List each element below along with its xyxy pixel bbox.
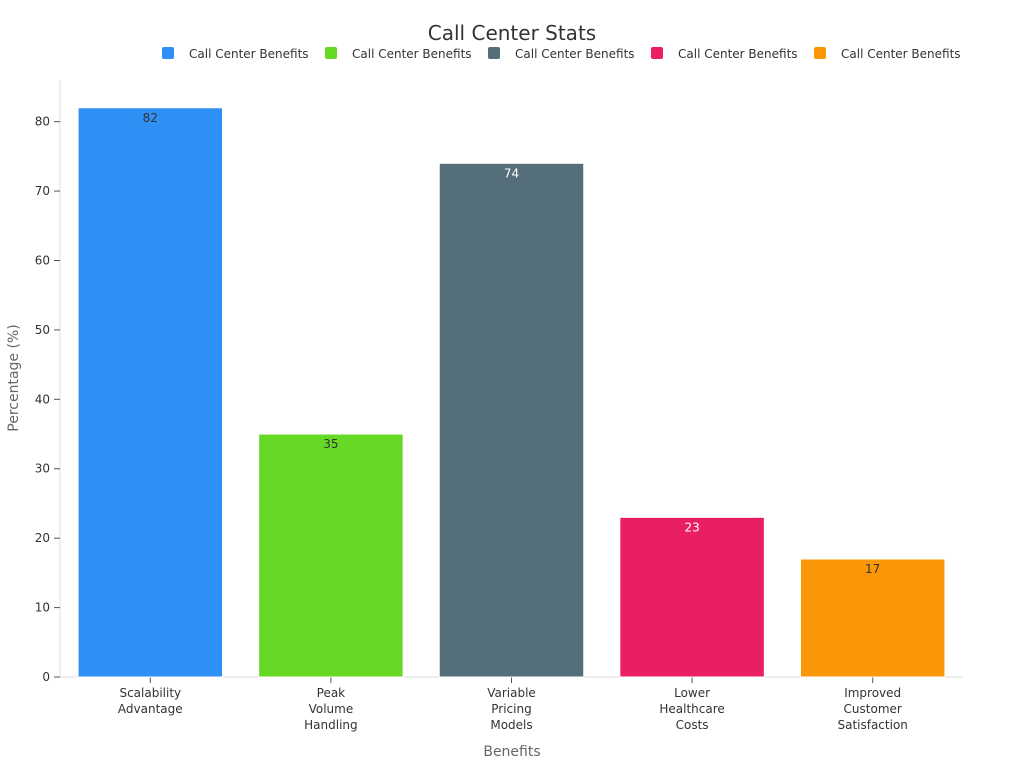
bar[interactable] <box>619 516 765 678</box>
x-tick-label: Peak Volume Handling <box>304 686 358 732</box>
bars <box>77 107 946 678</box>
legend: Call Center Benefits Call Center Benefits… <box>162 47 961 61</box>
y-axis-title: Percentage (%) <box>6 324 22 431</box>
y-tick-label: 10 <box>35 601 50 615</box>
legend-swatch <box>162 47 174 59</box>
y-tick-label: 70 <box>35 184 50 198</box>
y-tick-label: 60 <box>35 253 50 267</box>
bar[interactable] <box>438 162 585 678</box>
y-tick-label: 80 <box>35 115 50 129</box>
y-tick-label: 30 <box>35 462 50 476</box>
x-tick-label: Scalability Advantage <box>118 686 183 716</box>
y-tick-label: 20 <box>35 531 50 545</box>
legend-swatch <box>325 47 337 59</box>
legend-label: Call Center Benefits <box>352 47 472 61</box>
x-tick-label: Lower Healthcare Costs <box>659 686 724 732</box>
bar-value-label: 17 <box>865 562 880 576</box>
x-axis-title: Benefits <box>483 744 540 760</box>
y-tick-label: 0 <box>42 670 50 684</box>
bar-value-label: 82 <box>143 111 158 125</box>
value-labels: 82 35 74 23 17 <box>143 111 881 576</box>
chart-title: Call Center Stats <box>428 21 596 45</box>
legend-item[interactable]: Call Center Benefits <box>651 47 798 61</box>
bar-value-label: 35 <box>323 437 338 451</box>
axes: 0 10 20 30 40 50 60 70 80 Scalability Advantage Pea… <box>35 80 963 732</box>
legend-swatch <box>488 47 500 59</box>
legend-label: Call Center Benefits <box>841 47 961 61</box>
x-tick-label: Variable Pricing Models <box>487 686 536 732</box>
legend-item[interactable]: Call Center Benefits <box>488 47 635 61</box>
legend-label: Call Center Benefits <box>515 47 635 61</box>
x-tick-label: Improved Customer Satisfaction <box>837 686 907 732</box>
bar[interactable] <box>258 433 404 678</box>
y-tick-label: 50 <box>35 323 50 337</box>
legend-swatch <box>651 47 663 59</box>
legend-item[interactable]: Call Center Benefits <box>814 47 961 61</box>
legend-swatch <box>814 47 826 59</box>
legend-label: Call Center Benefits <box>678 47 798 61</box>
bar[interactable] <box>799 558 946 678</box>
legend-item[interactable]: Call Center Benefits <box>162 47 309 61</box>
bar-value-label: 74 <box>504 166 519 180</box>
bar[interactable] <box>77 107 224 678</box>
y-tick-label: 40 <box>35 392 50 406</box>
bar-value-label: 23 <box>684 520 699 534</box>
legend-item[interactable]: Call Center Benefits <box>325 47 472 61</box>
legend-label: Call Center Benefits <box>189 47 309 61</box>
